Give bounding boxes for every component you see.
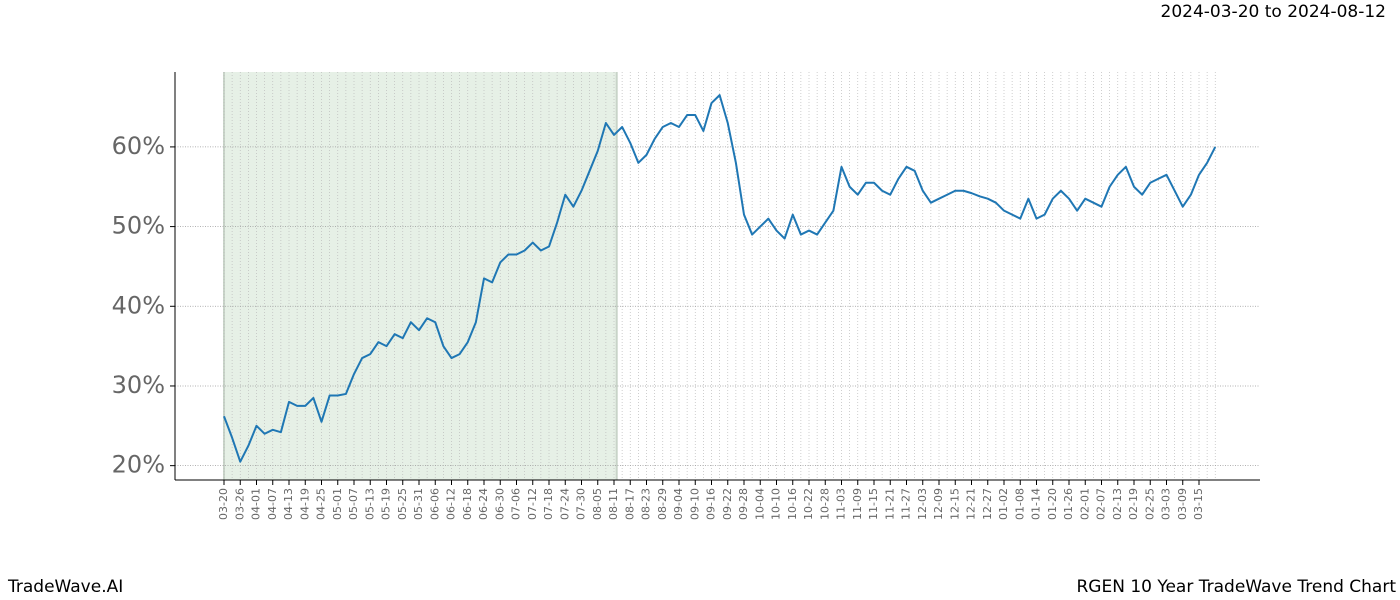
x-tick-label: 08-05 [591,488,604,520]
y-tick-label: 30% [112,371,165,399]
x-tick-label: 09-28 [737,488,750,520]
x-tick-label: 11-27 [900,488,913,520]
x-tick-label: 03-09 [1176,488,1189,520]
x-tick-label: 07-24 [558,488,571,520]
x-tick-label: 01-26 [1062,488,1075,520]
trend-line [223,94,1217,463]
x-tick-label: 01-20 [1046,488,1059,520]
x-tick-label: 07-12 [526,488,539,520]
x-tick-label: 09-10 [688,488,701,520]
x-tick-label: 10-04 [753,488,766,520]
x-tick-label: 06-24 [477,488,490,520]
x-tick-label: 02-13 [1111,488,1124,520]
x-tick-label: 08-17 [623,488,636,520]
x-tick-label: 12-27 [981,488,994,520]
x-tick-label: 03-15 [1192,488,1205,520]
x-tick-label: 07-06 [510,488,523,520]
x-tick-label: 12-15 [948,488,961,520]
x-tick-label: 04-13 [282,488,295,520]
x-tick-label: 05-25 [396,488,409,520]
x-tick-label: 04-07 [266,488,279,520]
x-tick-label: 11-15 [867,488,880,520]
x-tick-label: 12-03 [916,488,929,520]
x-tick-label: 12-21 [965,488,978,520]
date-range: 2024-03-20 to 2024-08-12 [1161,2,1386,22]
x-tick-label: 09-22 [721,488,734,520]
x-tick-label: 02-25 [1143,488,1156,520]
x-tick-label: 01-14 [1030,488,1043,520]
x-tick-label: 02-19 [1127,488,1140,520]
x-tick-label: 03-26 [233,488,246,520]
x-tick-label: 08-29 [656,488,669,520]
x-tick-label: 05-01 [331,488,344,520]
y-tick-label: 20% [112,451,165,479]
x-tick-label: 08-11 [607,488,620,520]
x-tick-label: 04-19 [298,488,311,520]
x-tick-label: 10-10 [770,488,783,520]
x-tick-label: 08-23 [640,488,653,520]
x-tick-label: 01-02 [997,488,1010,520]
x-tick-label: 10-16 [786,488,799,520]
x-tick-label: 02-07 [1095,488,1108,520]
x-tick-label: 06-12 [445,488,458,520]
x-tick-label: 09-16 [705,488,718,520]
x-tick-label: 04-01 [250,488,263,520]
x-tick-label: 07-30 [575,488,588,520]
x-tick-label: 11-03 [835,488,848,520]
brand: TradeWave.AI [7,577,123,597]
x-tick-label: 05-19 [380,488,393,520]
x-tick-label: 04-25 [315,488,328,520]
x-tick-label: 10-22 [802,488,815,520]
y-tick-label: 40% [112,291,165,319]
x-tick-label: 12-09 [932,488,945,520]
x-tick-label: 03-03 [1160,488,1173,520]
x-tick-label: 03-20 [217,488,230,520]
y-tick-label: 50% [112,212,165,240]
x-tick-label: 05-07 [347,488,360,520]
x-tick-label: 06-18 [461,488,474,520]
x-tick-label: 01-08 [1013,488,1026,520]
x-tick-label: 09-04 [672,488,685,520]
x-tick-label: 05-31 [412,488,425,520]
x-tick-label: 10-28 [818,488,831,520]
x-tick-label: 11-21 [883,488,896,520]
x-tick-label: 05-13 [363,488,376,520]
x-tick-label: 06-06 [428,488,441,520]
x-tick-label: 07-18 [542,488,555,520]
chart-title: RGEN 10 Year TradeWave Trend Chart [1076,577,1396,597]
y-tick-label: 60% [112,132,165,160]
x-tick-label: 02-01 [1078,488,1091,520]
highlight-range [224,72,617,480]
x-tick-label: 11-09 [851,488,864,520]
x-tick-label: 06-30 [493,488,506,520]
